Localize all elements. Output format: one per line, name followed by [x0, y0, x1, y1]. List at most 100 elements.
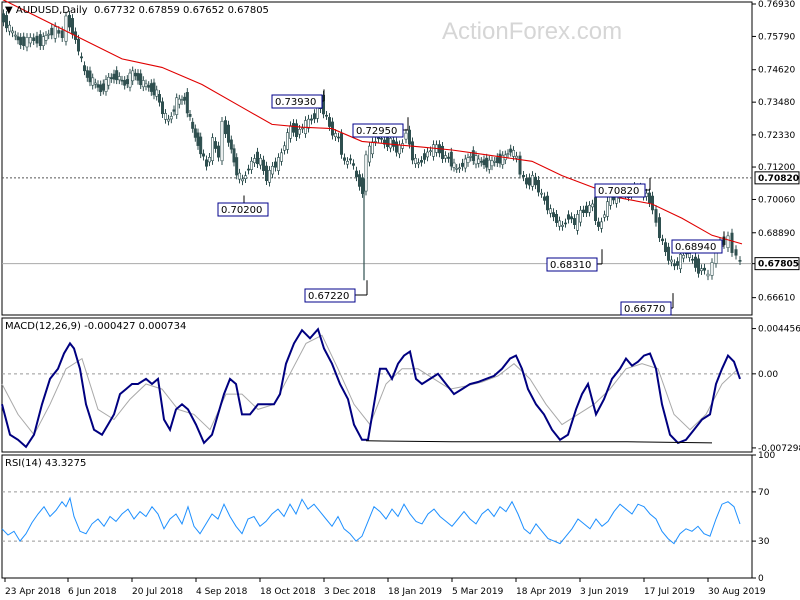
- x-tick-label: 3 Jun 2019: [580, 587, 629, 597]
- candle-body: [693, 256, 697, 268]
- price-header: ▼ AUDUSD,Daily 0.67732 0.67859 0.67652 0…: [5, 5, 269, 16]
- candle-body: [394, 141, 398, 153]
- candle-body: [133, 72, 137, 77]
- candle-body: [666, 246, 670, 261]
- candle-body: [449, 151, 453, 167]
- candle-body: [205, 159, 209, 167]
- candle-body: [199, 136, 203, 155]
- x-tick-label: 4 Sep 2018: [196, 587, 248, 597]
- candle-body: [220, 120, 224, 162]
- annotation-label: 0.68940: [675, 242, 716, 253]
- candle-body: [357, 174, 361, 187]
- annotation-label: 0.70200: [221, 205, 262, 216]
- candle-body: [660, 238, 664, 242]
- candle-body: [11, 30, 15, 34]
- candle-body: [180, 99, 184, 101]
- candle-body: [339, 133, 343, 155]
- candle-body: [410, 141, 414, 161]
- candle-body: [672, 263, 676, 267]
- x-tick-label: 23 Apr 2018: [5, 587, 61, 597]
- candle-body: [202, 153, 206, 157]
- candle-body: [533, 176, 537, 186]
- candle-body: [539, 192, 543, 195]
- macd-line: [1, 327, 741, 449]
- price-annotation: 0.72950: [352, 117, 409, 138]
- candle-body: [702, 267, 706, 271]
- candle-body: [288, 125, 292, 139]
- price-tick-label: 0.70060: [758, 195, 795, 205]
- candle-body: [650, 195, 654, 211]
- candle-body: [572, 218, 576, 226]
- candle-body: [569, 216, 573, 220]
- candle-body: [428, 150, 432, 153]
- candle-body: [557, 220, 561, 227]
- candle-body: [253, 158, 257, 164]
- candle-body: [354, 170, 358, 178]
- candle-body: [581, 209, 585, 213]
- annotation-box: [620, 301, 672, 316]
- candle-body: [152, 82, 156, 96]
- candle-body: [452, 162, 456, 168]
- candle-body: [191, 121, 195, 129]
- candle-body: [485, 157, 489, 168]
- candle-body: [599, 221, 603, 229]
- candle-body: [217, 145, 221, 158]
- price-annotation: 0.68310: [546, 249, 603, 272]
- candle-body: [147, 85, 151, 88]
- annotation-label: 0.72950: [356, 126, 397, 137]
- candle-body: [28, 37, 32, 44]
- price-panel-frame: [1, 1, 753, 316]
- candle-body: [654, 209, 658, 223]
- rsi-tick-label: 30: [758, 537, 770, 547]
- candle-body: [273, 161, 277, 168]
- candle-body: [183, 96, 187, 101]
- price-tick-label: 0.73480: [758, 98, 795, 108]
- candle-body: [575, 214, 579, 231]
- candle-body: [379, 137, 383, 140]
- candle-body: [584, 205, 588, 214]
- candle-body: [50, 27, 54, 36]
- candle-body: [511, 150, 515, 157]
- candle-body: [563, 222, 567, 225]
- axis-price-badge-label: 0.70820: [758, 174, 799, 184]
- candle-body: [419, 160, 423, 163]
- macd-tick-label: 0.00: [758, 370, 778, 380]
- ohlc-values: 0.67732 0.67859 0.67652 0.67805: [93, 5, 269, 16]
- candle-body: [172, 109, 176, 112]
- candle-body: [291, 123, 295, 133]
- candle-body: [530, 175, 534, 187]
- candle-body: [177, 98, 181, 105]
- candle-body: [391, 139, 395, 147]
- candle-body: [690, 258, 694, 261]
- candle-body: [167, 118, 171, 122]
- candle-body: [498, 153, 502, 164]
- candle-body: [77, 38, 81, 52]
- candle-body: [270, 165, 274, 175]
- candle-body: [101, 83, 105, 91]
- x-tick-label: 18 Jan 2019: [388, 587, 442, 597]
- candle-body: [602, 214, 606, 218]
- candle-body: [479, 161, 483, 163]
- candle-body: [8, 24, 12, 32]
- candle-body: [710, 262, 714, 276]
- candle-body: [128, 72, 132, 88]
- candle-body: [385, 137, 389, 147]
- candle-body: [730, 232, 734, 253]
- candle-body: [495, 157, 499, 164]
- candle-body: [734, 249, 738, 256]
- candle-body: [104, 79, 108, 92]
- x-tick-label: 18 Apr 2019: [516, 587, 572, 597]
- triangle-icon: ▼: [5, 5, 13, 16]
- candle-body: [276, 157, 280, 171]
- candle-body: [324, 114, 328, 117]
- candle-body: [527, 177, 531, 186]
- candle-body: [593, 197, 597, 221]
- candle-body: [657, 217, 661, 239]
- price-tick-label: 0.66610: [758, 294, 795, 304]
- symbol-label: AUDUSD,Daily: [15, 5, 88, 16]
- candle-body: [38, 34, 42, 46]
- candle-body: [208, 157, 212, 163]
- candle-body: [548, 208, 552, 214]
- candle-body: [407, 129, 411, 145]
